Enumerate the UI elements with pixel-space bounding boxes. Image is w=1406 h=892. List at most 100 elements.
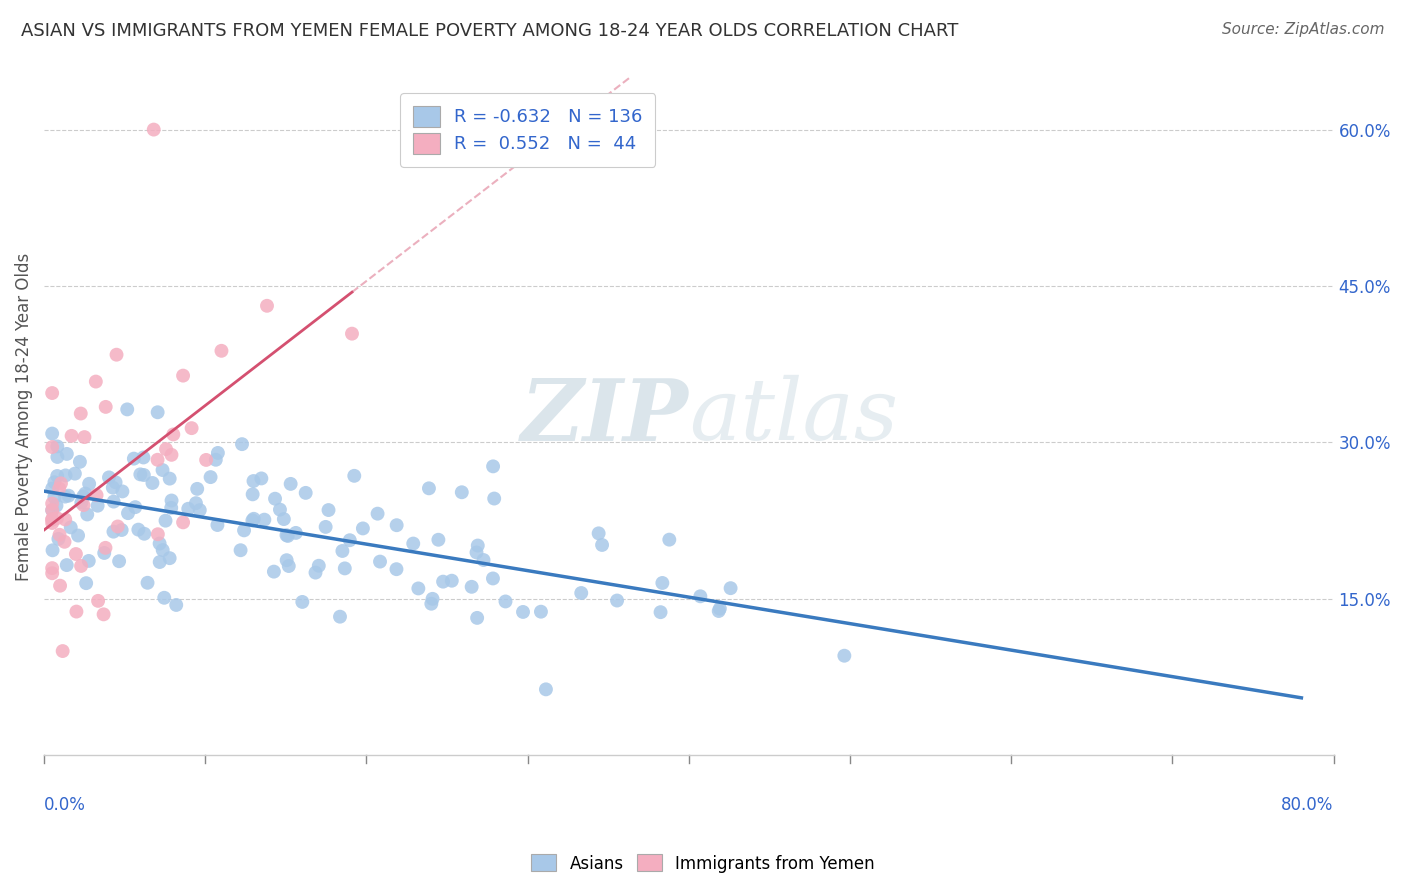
Point bbox=[46, 469, 69, 483]
Point bbox=[86, 499, 108, 513]
Point bbox=[65, 605, 87, 619]
Point bbox=[834, 648, 856, 663]
Point bbox=[277, 529, 299, 543]
Point bbox=[73, 430, 96, 444]
Point bbox=[41, 496, 63, 510]
Point bbox=[242, 512, 264, 526]
Point bbox=[385, 518, 408, 533]
Point bbox=[63, 467, 86, 481]
Legend: R = -0.632   N = 136, R =  0.552   N =  44: R = -0.632 N = 136, R = 0.552 N = 44 bbox=[401, 94, 655, 167]
Point bbox=[276, 528, 298, 542]
Point bbox=[107, 519, 129, 533]
Point bbox=[482, 491, 505, 506]
Point bbox=[329, 609, 352, 624]
Point bbox=[53, 512, 76, 526]
Point bbox=[352, 521, 374, 535]
Point bbox=[41, 516, 63, 530]
Point bbox=[512, 605, 534, 619]
Point bbox=[93, 546, 115, 560]
Point bbox=[41, 482, 63, 496]
Point bbox=[530, 605, 553, 619]
Point bbox=[86, 488, 108, 502]
Point bbox=[127, 523, 149, 537]
Point bbox=[658, 533, 681, 547]
Point bbox=[65, 547, 87, 561]
Point bbox=[385, 562, 408, 576]
Point bbox=[48, 482, 70, 496]
Point bbox=[707, 604, 730, 618]
Point bbox=[256, 299, 278, 313]
Point bbox=[160, 448, 183, 462]
Point bbox=[186, 482, 208, 496]
Point bbox=[231, 437, 253, 451]
Point bbox=[460, 580, 482, 594]
Point bbox=[294, 486, 316, 500]
Point bbox=[129, 467, 152, 482]
Point bbox=[49, 476, 72, 491]
Point bbox=[177, 501, 200, 516]
Point bbox=[467, 539, 489, 553]
Point bbox=[606, 593, 628, 607]
Point bbox=[253, 513, 276, 527]
Point bbox=[142, 122, 165, 136]
Point bbox=[55, 468, 77, 483]
Point bbox=[318, 503, 340, 517]
Point bbox=[41, 543, 63, 558]
Point bbox=[155, 442, 177, 456]
Point bbox=[41, 513, 63, 527]
Point bbox=[333, 561, 356, 575]
Point bbox=[59, 520, 82, 534]
Point bbox=[76, 508, 98, 522]
Point bbox=[103, 494, 125, 508]
Point bbox=[534, 682, 557, 697]
Point bbox=[111, 523, 134, 537]
Point bbox=[188, 503, 211, 517]
Point bbox=[280, 476, 302, 491]
Text: 0.0%: 0.0% bbox=[44, 796, 86, 814]
Point bbox=[46, 511, 69, 525]
Point bbox=[207, 518, 229, 533]
Point bbox=[242, 474, 264, 488]
Point bbox=[87, 594, 110, 608]
Point bbox=[204, 452, 226, 467]
Point bbox=[315, 520, 337, 534]
Point bbox=[422, 591, 444, 606]
Point bbox=[284, 525, 307, 540]
Point bbox=[101, 481, 124, 495]
Point bbox=[122, 451, 145, 466]
Point bbox=[124, 500, 146, 515]
Point bbox=[136, 575, 159, 590]
Point bbox=[180, 421, 202, 435]
Point bbox=[472, 553, 495, 567]
Point bbox=[165, 598, 187, 612]
Point bbox=[75, 486, 97, 500]
Point bbox=[55, 558, 77, 573]
Point bbox=[153, 591, 176, 605]
Point bbox=[72, 498, 94, 512]
Point bbox=[291, 595, 314, 609]
Point bbox=[440, 574, 463, 588]
Point bbox=[117, 506, 139, 520]
Point bbox=[172, 368, 194, 383]
Point bbox=[94, 541, 117, 555]
Point bbox=[41, 503, 63, 517]
Point bbox=[41, 426, 63, 441]
Point bbox=[367, 507, 389, 521]
Text: ASIAN VS IMMIGRANTS FROM YEMEN FEMALE POVERTY AMONG 18-24 YEAR OLDS CORRELATION : ASIAN VS IMMIGRANTS FROM YEMEN FEMALE PO… bbox=[21, 22, 959, 40]
Point bbox=[184, 496, 207, 510]
Point bbox=[111, 484, 134, 499]
Point bbox=[418, 481, 440, 495]
Point bbox=[70, 558, 93, 573]
Point bbox=[69, 455, 91, 469]
Point bbox=[588, 526, 610, 541]
Point bbox=[67, 528, 90, 542]
Point bbox=[465, 611, 488, 625]
Point bbox=[41, 561, 63, 575]
Point bbox=[569, 586, 592, 600]
Point bbox=[132, 450, 155, 465]
Point bbox=[689, 589, 711, 603]
Point bbox=[45, 499, 67, 513]
Point bbox=[709, 601, 731, 615]
Point bbox=[152, 543, 174, 558]
Point bbox=[242, 487, 264, 501]
